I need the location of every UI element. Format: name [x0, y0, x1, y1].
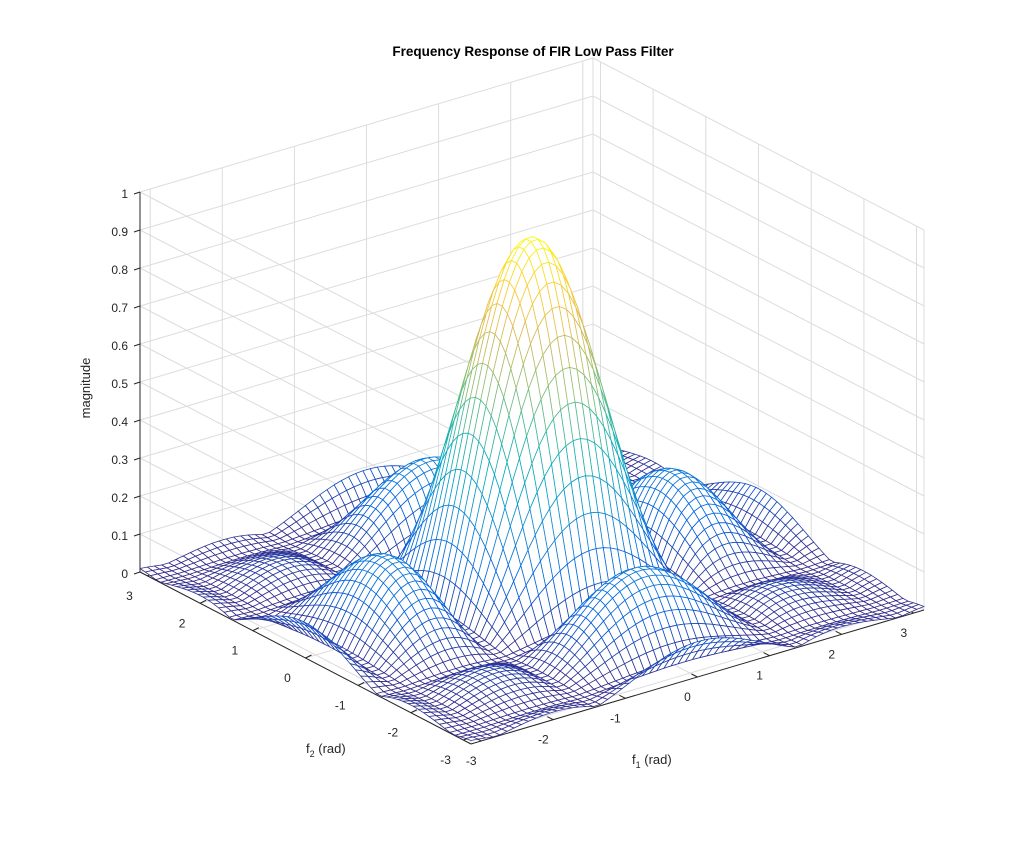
y-tick-label: -1: [335, 698, 346, 712]
z-tick-mark: [133, 495, 141, 499]
y-tick-mark: [357, 681, 365, 686]
x-tick-mark: [619, 694, 626, 699]
z-tick-label: 0: [121, 567, 128, 581]
x-tick-label: -2: [538, 733, 549, 747]
chart-title: Frequency Response of FIR Low Pass Filte…: [392, 44, 674, 59]
z-tick-label: 0.9: [111, 225, 128, 239]
z-gridline-left: [139, 305, 472, 479]
y-tick-label: 0: [284, 671, 291, 685]
z-gridline-left: [139, 191, 472, 365]
z-tick-mark: [133, 267, 141, 271]
y-tick-mark: [305, 654, 312, 659]
z-gridline-left: [139, 267, 472, 441]
z-tick-mark: [133, 343, 141, 347]
x-tick-label: 3: [900, 626, 907, 640]
z-tick-mark: [133, 305, 141, 309]
x-tick-mark: [763, 652, 770, 657]
x-tick-mark: [691, 673, 698, 678]
x-tick-label: 1: [756, 669, 763, 683]
z-tick-mark: [133, 381, 141, 385]
z-tick-mark: [133, 191, 141, 195]
y-tick-mark: [410, 709, 418, 714]
y-tick-label: 3: [126, 589, 133, 603]
y-tick-label: -2: [388, 726, 399, 740]
z-tick-label: 0.4: [111, 415, 128, 429]
z-tick-mark: [133, 533, 141, 537]
z-axis-label: magnitude: [78, 358, 93, 419]
x-tick-mark: [835, 630, 842, 635]
z-tick-label: 0.5: [111, 377, 128, 391]
x-tick-mark: [547, 716, 554, 721]
z-gridline: [139, 57, 925, 231]
z-tick-mark: [133, 419, 141, 423]
z-gridline-left: [139, 229, 472, 403]
y-tick-mark: [199, 599, 207, 604]
y-tick-label: 2: [179, 616, 186, 630]
x-axis-label: f1 (rad): [632, 752, 672, 770]
z-tick-label: 0.8: [111, 263, 128, 277]
x-tick-label: 2: [828, 647, 835, 661]
y-axis-label: f2 (rad): [306, 741, 346, 759]
y-tick-label: -3: [440, 753, 451, 767]
surface-mesh: [139, 236, 925, 741]
z-tick-label: 0.3: [111, 453, 128, 467]
z-tick-mark: [133, 457, 141, 461]
z-tick-label: 0.6: [111, 339, 128, 353]
x-tick-label: 0: [684, 690, 691, 704]
z-tick-label: 1: [121, 187, 128, 201]
x-tick-label: -1: [610, 711, 621, 725]
x-tick-label: -3: [466, 754, 477, 768]
y-tick-label: 1: [231, 644, 238, 658]
z-tick-mark: [133, 571, 141, 575]
y-tick-mark: [252, 627, 260, 632]
tick-labels: -3 -2 -1 0 1 2 3 -3 -2 -1 0 1 2 3 0 0.1 0.2 0.3 0.4 0.5 0.6 0…: [111, 187, 907, 768]
z-tick-label: 0.7: [111, 301, 128, 315]
z-tick-mark: [133, 229, 141, 233]
surface-patch: [465, 736, 479, 741]
axis-layer: [133, 191, 925, 745]
z-tick-label: 0.1: [111, 529, 128, 543]
z-tick-label: 0.2: [111, 491, 128, 505]
